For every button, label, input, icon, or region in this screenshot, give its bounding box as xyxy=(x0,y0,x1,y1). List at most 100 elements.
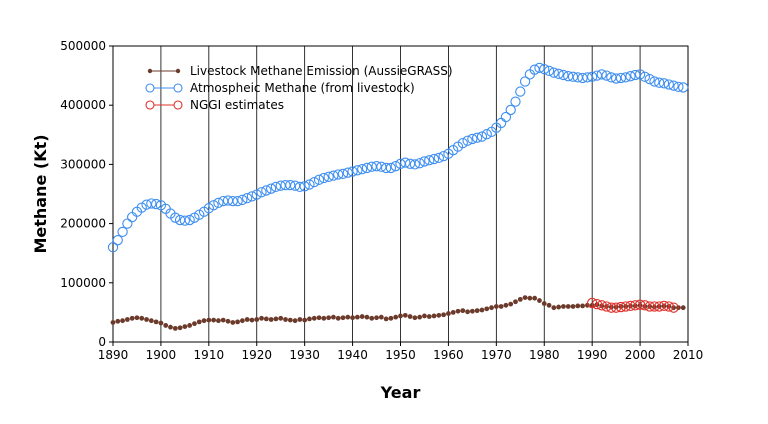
data-point xyxy=(321,315,327,321)
data-point xyxy=(192,321,197,327)
data-point xyxy=(510,96,521,107)
data-point xyxy=(170,212,181,223)
data-point xyxy=(283,317,288,322)
data-point xyxy=(345,314,351,320)
x-tick-label: 1980 xyxy=(529,348,560,362)
data-point xyxy=(213,197,224,209)
data-point xyxy=(331,314,336,320)
data-point xyxy=(400,157,411,168)
legend: Livestock Methane Emission (AussieGRASS)… xyxy=(145,64,453,112)
data-point xyxy=(450,310,456,315)
data-point xyxy=(307,316,312,322)
data-point xyxy=(163,323,169,328)
data-point xyxy=(369,315,375,321)
data-point xyxy=(302,317,308,323)
data-point xyxy=(184,214,195,226)
data-point xyxy=(383,316,389,322)
data-point xyxy=(596,300,607,311)
legend-marker xyxy=(173,100,183,110)
data-point xyxy=(359,314,365,319)
data-point xyxy=(273,316,279,322)
data-point xyxy=(551,305,557,311)
data-point xyxy=(316,315,322,321)
data-point xyxy=(658,300,670,312)
y-tick-label: 0 xyxy=(98,335,106,349)
data-point xyxy=(428,153,440,165)
data-point xyxy=(256,187,267,198)
data-point xyxy=(340,315,346,321)
data-point xyxy=(517,296,523,302)
data-point xyxy=(168,324,173,330)
legend-label: Livestock Methane Emission (AussieGRASS) xyxy=(190,64,453,78)
data-point xyxy=(216,318,221,324)
data-point xyxy=(441,312,447,318)
data-point xyxy=(402,312,408,318)
data-point xyxy=(543,65,555,77)
data-point xyxy=(110,320,116,325)
x-tick-label: 2010 xyxy=(673,348,704,362)
data-point xyxy=(182,324,188,330)
data-point xyxy=(474,308,480,314)
data-point xyxy=(412,315,418,321)
data-point xyxy=(179,215,191,226)
data-point xyxy=(361,162,373,174)
data-point xyxy=(465,309,470,315)
data-point xyxy=(139,315,145,321)
data-point xyxy=(532,295,538,301)
legend-item: Atmospheic Methane (from livestock) xyxy=(145,81,415,95)
data-point xyxy=(146,198,157,209)
data-point xyxy=(249,317,255,323)
data-point xyxy=(124,317,130,322)
data-point xyxy=(333,169,344,180)
data-point xyxy=(634,299,646,310)
y-tick-label: 400000 xyxy=(60,98,106,112)
data-point xyxy=(235,319,240,325)
data-point xyxy=(503,302,509,308)
legend-item: NGGI estimates xyxy=(145,98,284,112)
data-point xyxy=(654,77,665,88)
data-point xyxy=(208,200,219,211)
data-point xyxy=(326,315,332,321)
data-point xyxy=(261,185,272,196)
x-tick-label: 1910 xyxy=(194,348,225,362)
data-point xyxy=(337,168,349,180)
data-point xyxy=(424,155,435,166)
data-point xyxy=(242,192,253,204)
data-point xyxy=(534,62,545,74)
data-point xyxy=(519,76,531,87)
data-point xyxy=(134,315,140,321)
data-point xyxy=(350,315,355,321)
data-point xyxy=(313,174,325,185)
data-point xyxy=(484,306,490,312)
data-point xyxy=(426,314,432,319)
data-point xyxy=(385,162,397,174)
data-point xyxy=(398,313,403,319)
data-point xyxy=(409,159,421,170)
data-point xyxy=(565,304,571,309)
x-tick-label: 1900 xyxy=(146,348,177,362)
data-point xyxy=(615,72,627,84)
y-tick-label: 100000 xyxy=(60,276,106,290)
data-point xyxy=(462,135,473,146)
data-point xyxy=(129,315,135,321)
data-point xyxy=(500,111,512,123)
data-point xyxy=(570,304,576,309)
data-point xyxy=(225,318,231,324)
data-point xyxy=(263,316,269,322)
x-tick-label: 1890 xyxy=(98,348,129,362)
data-point xyxy=(673,81,684,92)
data-point xyxy=(304,179,315,190)
y-axis-ticks: 0 100000 200000 300000 400000 500000 xyxy=(60,39,113,349)
data-point xyxy=(237,194,248,206)
x-tick-label: 2000 xyxy=(625,348,656,362)
data-point xyxy=(244,317,250,322)
data-point xyxy=(479,307,485,313)
data-point xyxy=(414,158,425,169)
data-point xyxy=(508,301,514,307)
data-point xyxy=(431,313,437,319)
data-point xyxy=(663,301,674,312)
data-point xyxy=(663,79,674,90)
data-point xyxy=(639,71,651,82)
data-point xyxy=(201,318,207,324)
